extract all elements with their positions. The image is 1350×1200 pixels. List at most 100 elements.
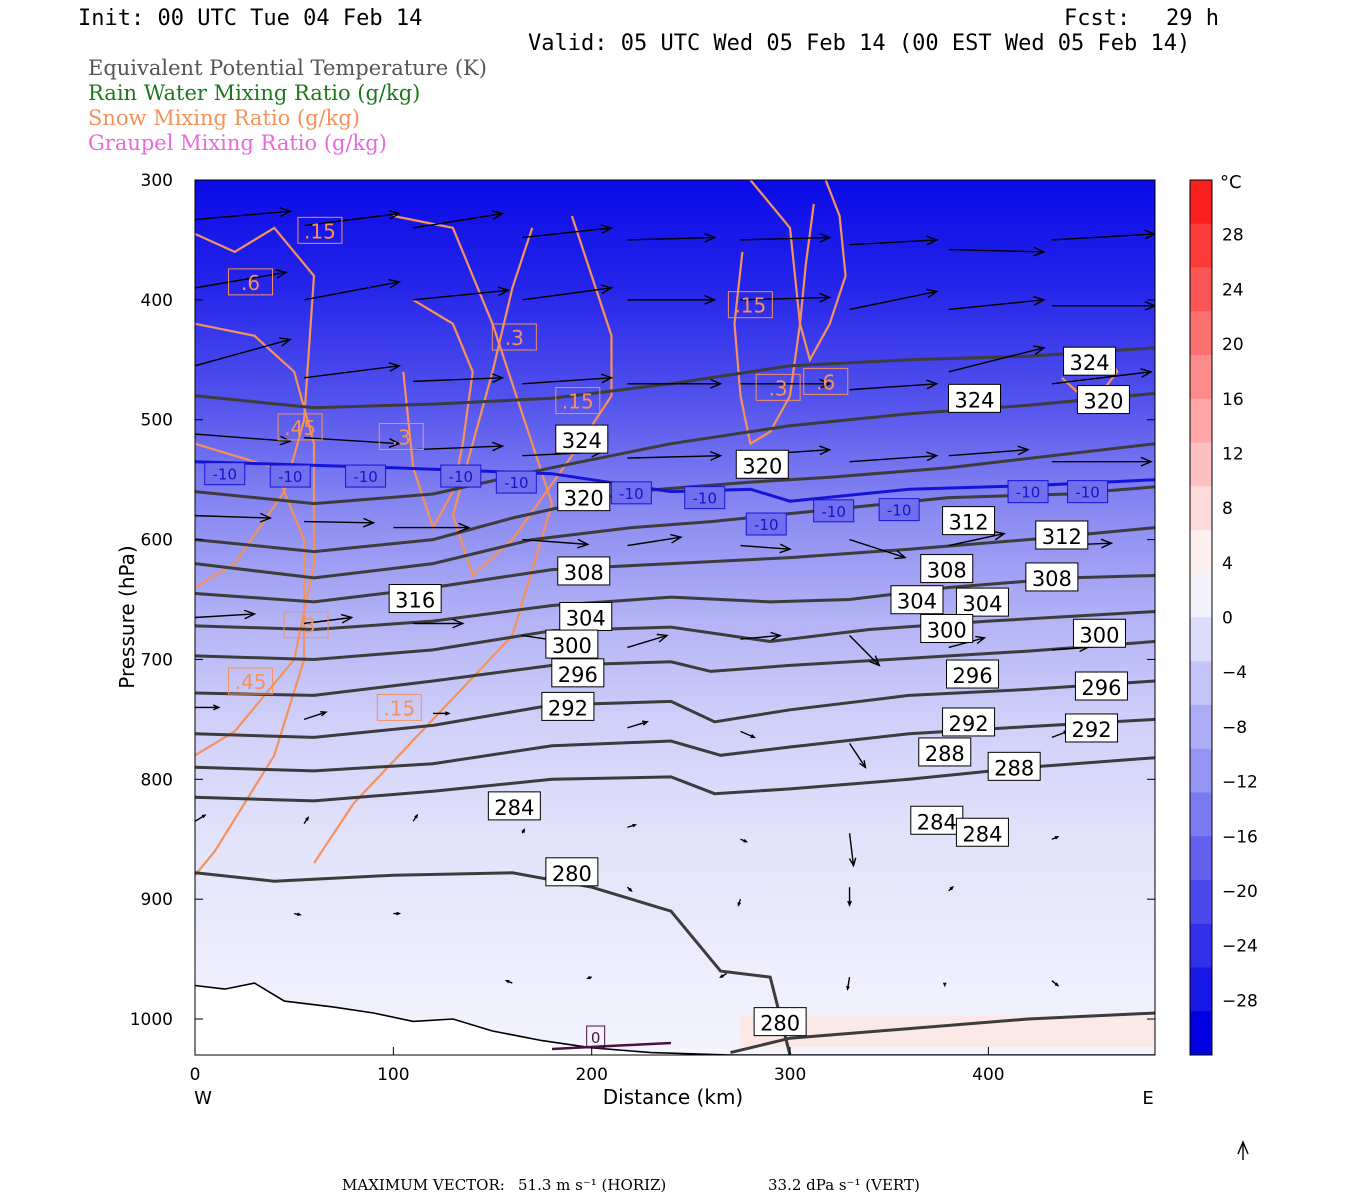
theta-e-label-box [735,449,789,479]
wind-vector [521,828,526,834]
colorbar-swatch [1190,486,1212,531]
wind-vector [522,284,614,301]
wind-vector [740,232,832,243]
theta-e-label-box [1025,562,1079,592]
theta-e-label-box [942,707,996,737]
colorbar-swatch [1190,267,1212,312]
minus10-label: -10 [693,490,718,508]
wind-vector [627,232,717,243]
theta-e-label-box [1072,618,1126,648]
snow-label: .3 [297,614,316,638]
colorbar-tick-label: 20 [1222,335,1244,355]
theta-e-label: 288 [994,756,1034,780]
theta-e-label: 300 [1079,623,1119,647]
theta-e-label: 324 [1069,351,1109,375]
max-vector-vertical: 33.2 dPa s⁻¹ (VERT) [768,1176,920,1194]
legend-line: Rain Water Mixing Ratio (g/kg) [88,81,421,105]
wind-vector [627,823,638,828]
east-label: E [1142,1088,1153,1109]
wind-vector [433,711,451,716]
colorbar-swatch [1190,398,1212,443]
minus10-label: -10 [278,468,303,486]
theta-e-label: 308 [927,559,967,583]
theta-e-label: 284 [962,822,1002,846]
theta-e-label: 280 [760,1012,800,1036]
theta-e-label: 300 [927,618,967,642]
theta-e-label-box [920,554,974,584]
minus10-label: -10 [821,503,846,521]
theta-e-label-box [545,629,599,659]
colorbar-swatch [1190,661,1212,706]
theta-e-contour [195,574,1155,632]
wind-vector [948,246,1046,257]
wind-vector [740,292,832,303]
theta-e-label: 296 [558,663,598,687]
snow-label: .45 [235,670,267,694]
wind-vector [942,982,947,988]
wind-vector [846,976,851,991]
theta-e-label-box [1074,671,1128,701]
wind-vector [586,975,592,980]
snow-label-box [277,413,323,441]
wind-vector [847,887,852,907]
legend-line: Snow Mixing Ratio (g/kg) [88,106,360,130]
theta-e-label: 292 [1071,718,1111,742]
theta-e-label: 296 [952,664,992,688]
theta-e-label-box [918,737,972,767]
freezing-label: 0 [591,1029,601,1047]
wind-vector [740,838,749,843]
snow-label-box [228,268,274,296]
snow-contour [451,215,613,578]
minus10-label: -10 [449,468,474,486]
y-tick-label: 300 [141,171,173,191]
wind-vector [627,533,683,547]
wind-vector [303,711,328,721]
y-axis-title: Pressure (hPa) [115,545,139,688]
wind-vector [304,517,376,528]
forecast-label: Fcst: [1064,6,1131,31]
wind-vector [1051,836,1060,840]
colorbar-swatch [1190,792,1212,837]
snow-contour [798,180,847,363]
snow-contour [313,214,554,864]
minus10-label-box [1067,480,1109,504]
wind-vector [413,210,505,229]
wind-vector [393,911,402,916]
snow-label-box [555,387,601,415]
wind-vector [195,433,292,446]
theta-e-label-box [955,587,1009,617]
snow-label-box [283,611,329,639]
x-tick-label: 0 [190,1065,201,1085]
wind-vector [1051,368,1153,385]
colorbar-swatch [1190,617,1212,662]
wind-vector [393,522,471,533]
minus10-label: -10 [1075,484,1100,502]
colorbar-swatch [1190,180,1212,225]
theta-e-label: 280 [552,862,592,886]
theta-e-label-box [910,805,964,835]
theta-e-label-box [920,613,974,643]
theta-e-label-box [890,585,944,615]
y-tick-label: 700 [141,650,173,670]
wind-vector [948,530,1007,547]
x-tick-label: 400 [972,1065,1004,1085]
minus10-label: -10 [213,466,238,484]
wind-vector [303,278,402,301]
theta-e-label: 292 [548,696,588,720]
minus10-label: -10 [619,485,644,503]
wind-vector [195,704,221,711]
theta-e-label-box [545,857,599,887]
snow-label-box [727,291,773,319]
wind-vector [627,378,723,389]
colorbar-swatch [1190,1011,1212,1056]
minus10-label-box [684,486,726,510]
wind-vector [294,912,302,917]
colorbar-tick-label: 8 [1222,499,1233,519]
legend-line: Equivalent Potential Temperature (K) [88,56,487,80]
colorbar-swatch [1190,967,1212,1012]
theta-e-contour [195,679,1155,739]
freezing-label-box [586,1025,606,1049]
wind-vector [195,207,292,221]
colorbar-tick-label: −24 [1222,937,1258,957]
colorbar-tick-label: −8 [1222,718,1247,738]
